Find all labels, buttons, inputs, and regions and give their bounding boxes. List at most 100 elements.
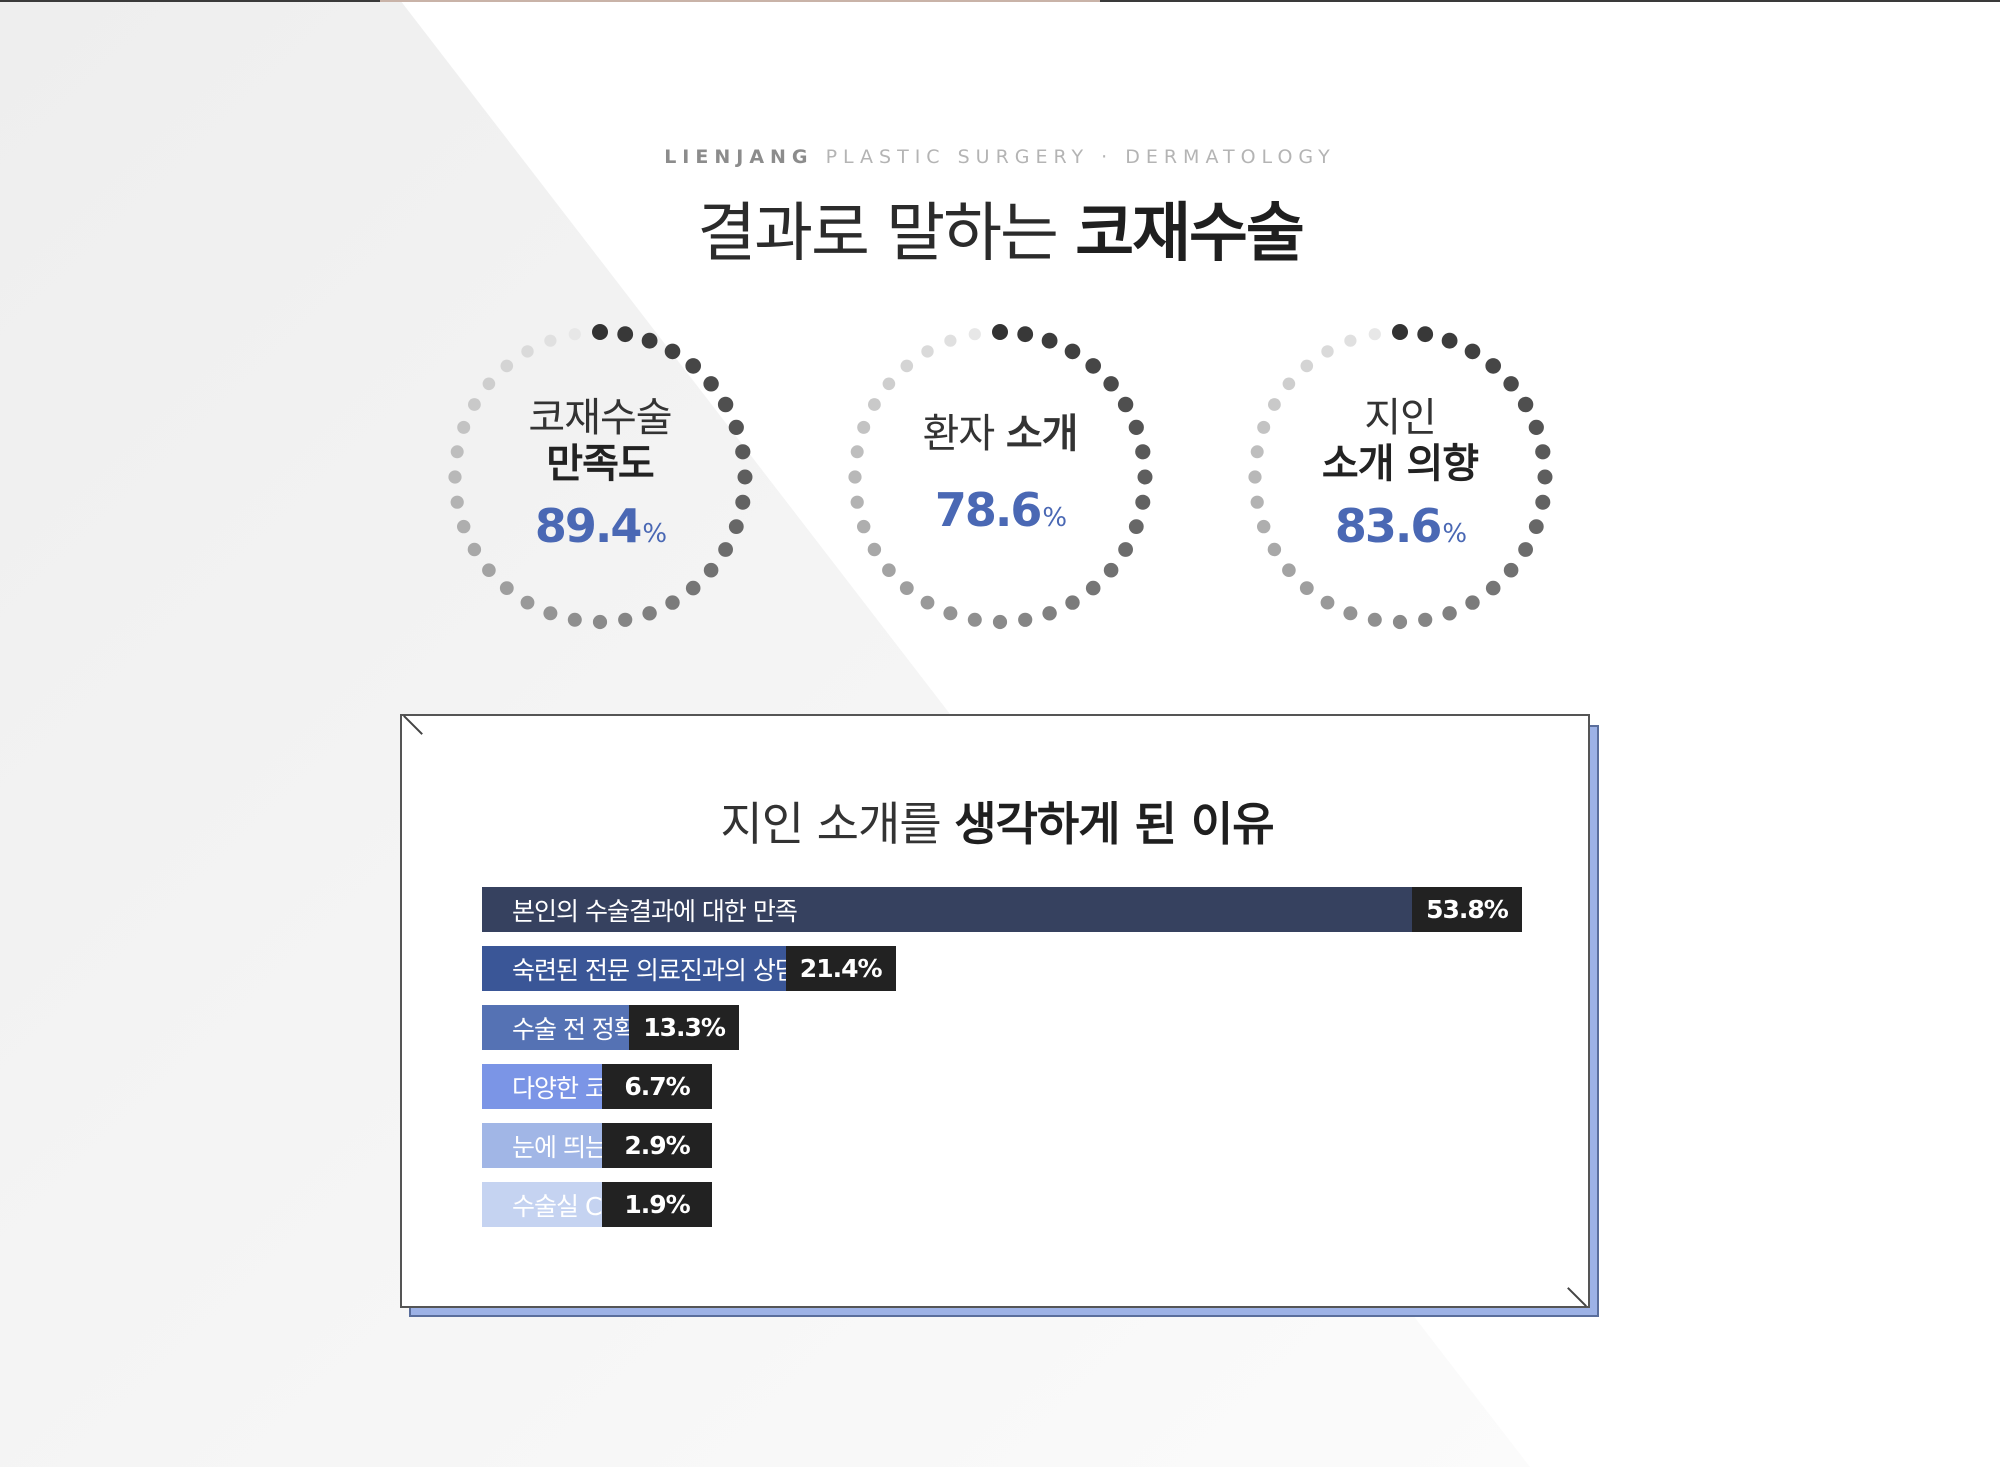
dotted-ring-icon	[448, 324, 753, 630]
ring-dot	[899, 581, 914, 595]
corner-mark	[1567, 1287, 1587, 1307]
ring-dot	[717, 396, 734, 413]
ring-dot	[882, 377, 896, 391]
ring-dot	[900, 359, 914, 373]
bar-value-label: 2.9%	[602, 1123, 712, 1168]
bar-value-label: 6.7%	[602, 1064, 712, 1109]
ring-dot	[520, 595, 535, 610]
ring-dot	[482, 563, 496, 577]
ring-dot	[685, 358, 701, 374]
ring-dot	[1018, 612, 1033, 627]
ring-dot	[1485, 580, 1501, 596]
ring-dot	[1041, 332, 1058, 349]
page-title-bold: 코재수술	[1075, 197, 1305, 271]
ring-dot	[1535, 494, 1551, 510]
ring-dot	[467, 542, 482, 557]
ring-dot	[618, 612, 633, 627]
ring-dot	[735, 444, 751, 460]
stat-patient-referral: 환자 소개 78.6%	[845, 322, 1155, 632]
ring-dot	[543, 606, 558, 621]
page-title-light: 결과로 말하는	[697, 197, 1059, 271]
ring-dot	[1042, 606, 1057, 621]
ring-dot	[1267, 542, 1282, 557]
ring-dot	[848, 470, 862, 484]
stat-label-line2: 만족도	[546, 441, 654, 487]
ring-dot	[1250, 495, 1264, 509]
ring-dot	[1367, 612, 1382, 627]
ring-dot	[1465, 595, 1480, 610]
bar-value-label: 53.8%	[1412, 887, 1522, 932]
ring-dot	[1085, 358, 1101, 374]
bar: 수술실 CCTV 설치	[482, 1182, 700, 1227]
bar-row: 숙련된 전문 의료진과의 상담 21.4%	[482, 946, 1522, 991]
ring-dot	[1300, 359, 1314, 373]
ring-dot	[1517, 396, 1534, 413]
ring-dot	[1085, 580, 1101, 596]
ring-dot	[448, 470, 462, 484]
ring-dot	[567, 612, 582, 627]
ring-dot	[1137, 469, 1153, 485]
ring-dot	[1442, 606, 1457, 621]
ring-dot	[943, 606, 958, 621]
ring-dot	[1441, 332, 1458, 349]
ring-dot	[718, 542, 733, 557]
stat-label-line1: 코재수술	[528, 395, 672, 441]
ring-dot	[1485, 358, 1501, 374]
ring-dot	[499, 581, 514, 595]
ring-dot	[944, 334, 957, 347]
ring-dot	[457, 519, 471, 534]
ring-dot	[867, 542, 882, 557]
ring-dot	[737, 469, 753, 485]
ring-dot	[1535, 444, 1551, 460]
bar: 본인의 수술결과에 대한 만족	[482, 887, 1412, 932]
ring-dot	[592, 324, 608, 340]
corner-mark	[403, 715, 423, 735]
ring-dot	[1248, 470, 1262, 484]
ring-dot	[1528, 419, 1544, 435]
ring-dot	[882, 563, 896, 577]
ring-dot	[1503, 376, 1519, 392]
ring-dot	[857, 420, 871, 434]
ring-dot	[1321, 345, 1334, 358]
ring-dot	[1343, 606, 1358, 621]
ring-dot	[1464, 343, 1481, 360]
ring-dot	[1417, 326, 1434, 343]
brand-eyebrow: LIENJANG PLASTIC SURGERY · DERMATOLOGY	[0, 146, 2000, 168]
ring-dot	[1118, 542, 1133, 557]
ring-dot	[728, 419, 744, 435]
brand-name: LIENJANG	[664, 146, 814, 168]
ring-dot	[703, 376, 719, 392]
ring-dot	[1268, 398, 1281, 411]
ring-dot	[1392, 614, 1408, 630]
ring-dot	[1065, 595, 1080, 610]
ring-dot	[1128, 519, 1144, 534]
stat-label: 환자 소개	[922, 411, 1079, 457]
ring-dot	[850, 495, 864, 509]
ring-dot	[1250, 445, 1264, 459]
bar-row: 본인의 수술결과에 대한 만족 53.8%	[482, 887, 1522, 932]
referral-reasons-panel: 지인 소개를 생각하게 된 이유 본인의 수술결과에 대한 만족 53.8% 숙련된…	[400, 714, 1590, 1308]
ring-dot	[450, 495, 464, 509]
ring-dot	[1320, 595, 1335, 610]
ring-dot	[544, 334, 557, 347]
ring-dot	[1103, 376, 1119, 392]
ring-dot	[992, 614, 1008, 630]
ring-dot	[500, 359, 514, 373]
ring-dot	[592, 614, 608, 630]
ring-dot	[1392, 324, 1408, 340]
ring-dot	[1344, 334, 1357, 347]
stat-label-line2: 소개 의향	[1321, 441, 1479, 487]
bar-row: 눈에 띄는 전후사진2.9%	[482, 1123, 1522, 1168]
ring-dot	[617, 326, 634, 343]
stat-label-line1: 지인	[1364, 395, 1437, 441]
ring-dot	[1117, 396, 1134, 413]
stat-referral-intent: 지인 소개 의향 83.6%	[1245, 322, 1555, 632]
dotted-ring-icon	[1248, 324, 1553, 630]
bar-value-label: 21.4%	[785, 946, 896, 991]
stat-satisfaction: 코재수술 만족도 89.4%	[445, 322, 755, 632]
ring-dot	[665, 595, 680, 610]
bar-value-label: 13.3%	[629, 1005, 740, 1050]
bar-label: 숙련된 전문 의료진과의 상담	[512, 955, 798, 985]
ring-dot	[468, 398, 481, 411]
ring-dot	[1128, 419, 1144, 435]
